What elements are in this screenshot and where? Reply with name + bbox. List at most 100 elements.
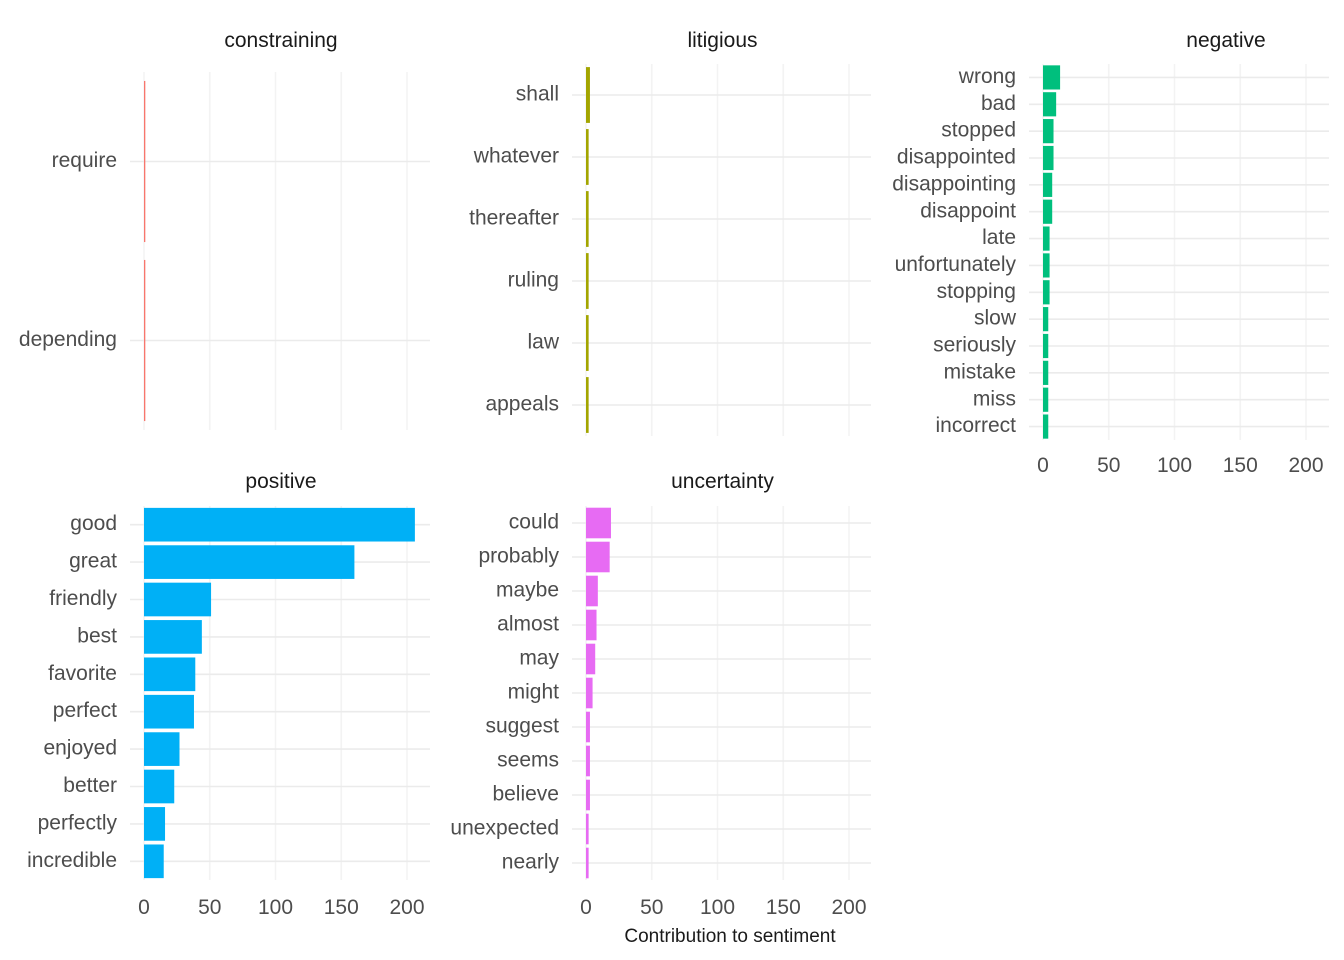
category-label-friendly: friendly bbox=[49, 587, 117, 610]
bar-litigious-ruling bbox=[586, 253, 589, 309]
x-tick-label: 50 bbox=[1097, 454, 1120, 477]
bar-litigious-shall bbox=[586, 67, 590, 123]
bar-litigious-whatever bbox=[586, 129, 589, 185]
facet-uncertainty: uncertainty could probably maybe almost may mi… bbox=[450, 470, 871, 919]
category-label-slow: slow bbox=[974, 307, 1017, 330]
category-label-incorrect: incorrect bbox=[935, 414, 1016, 437]
bar-positive-incredible bbox=[144, 844, 164, 879]
category-label-incredible: incredible bbox=[27, 849, 117, 872]
category-label-suggest: suggest bbox=[485, 715, 559, 738]
category-label-seems: seems bbox=[497, 749, 559, 772]
bar-positive-better bbox=[144, 769, 175, 804]
x-tick-label: 50 bbox=[198, 896, 221, 919]
category-label-maybe: maybe bbox=[496, 579, 559, 602]
category-label-perfectly: perfectly bbox=[38, 811, 118, 834]
bar-positive-great bbox=[144, 545, 355, 579]
x-tick-label: 200 bbox=[1288, 454, 1323, 477]
x-tick-label: 150 bbox=[1223, 454, 1258, 477]
category-label-favorite: favorite bbox=[48, 662, 117, 685]
category-label-better: better bbox=[63, 774, 117, 797]
facet-title-uncertainty: uncertainty bbox=[671, 470, 774, 493]
category-label-mistake: mistake bbox=[944, 360, 1016, 383]
bar-litigious-law bbox=[586, 315, 589, 371]
category-label-appeals: appeals bbox=[485, 393, 559, 416]
category-label-disappointed: disappointed bbox=[897, 146, 1016, 169]
bar-uncertainty-seems bbox=[586, 745, 590, 777]
x-tick-label: 150 bbox=[766, 896, 801, 919]
category-label-probably: probably bbox=[478, 545, 559, 568]
bar-negative-seriously bbox=[1043, 333, 1049, 359]
bar-positive-good bbox=[144, 507, 415, 542]
category-label-whatever: whatever bbox=[473, 145, 559, 168]
category-label-require: require bbox=[52, 149, 117, 172]
bar-positive-perfectly bbox=[144, 807, 166, 841]
x-tick-label: 100 bbox=[258, 896, 293, 919]
bar-constraining-depending bbox=[144, 259, 146, 422]
category-label-ruling: ruling bbox=[508, 269, 559, 292]
bar-uncertainty-probably bbox=[586, 541, 610, 573]
x-tick-label: 100 bbox=[700, 896, 735, 919]
x-tick-label: 0 bbox=[580, 896, 592, 919]
category-label-perfect: perfect bbox=[53, 699, 117, 722]
category-label-good: good bbox=[70, 512, 117, 535]
bar-negative-mistake bbox=[1043, 360, 1049, 385]
bar-uncertainty-almost bbox=[586, 609, 597, 641]
category-label-great: great bbox=[69, 550, 117, 573]
category-label-stopping: stopping bbox=[937, 280, 1016, 303]
bar-negative-disappointed bbox=[1043, 145, 1054, 171]
category-label-disappoint: disappoint bbox=[920, 199, 1016, 222]
bar-negative-miss bbox=[1043, 387, 1049, 412]
category-label-late: late bbox=[982, 226, 1016, 249]
category-label-shall: shall bbox=[516, 83, 559, 106]
bar-uncertainty-unexpected bbox=[586, 813, 589, 845]
bar-negative-disappointing bbox=[1043, 172, 1053, 197]
category-label-could: could bbox=[509, 511, 559, 534]
category-label-disappointing: disappointing bbox=[892, 172, 1016, 195]
category-label-wrong: wrong bbox=[958, 65, 1016, 88]
facet-constraining: constraining require depending bbox=[19, 29, 430, 430]
facet-title-negative: negative bbox=[1186, 29, 1265, 52]
category-label-seriously: seriously bbox=[933, 334, 1016, 357]
facets-layer: constraining require depending litigious sha… bbox=[19, 29, 1329, 919]
bar-uncertainty-might bbox=[586, 677, 593, 709]
x-tick-label: 0 bbox=[138, 896, 150, 919]
bar-uncertainty-nearly bbox=[586, 847, 589, 879]
category-label-believe: believe bbox=[492, 783, 559, 806]
bar-uncertainty-could bbox=[586, 507, 611, 539]
facet-title-constraining: constraining bbox=[224, 29, 337, 52]
bar-positive-favorite bbox=[144, 657, 196, 692]
category-label-enjoyed: enjoyed bbox=[43, 737, 117, 760]
x-tick-label: 100 bbox=[1157, 454, 1192, 477]
bar-positive-perfect bbox=[144, 694, 194, 729]
x-tick-label: 200 bbox=[389, 896, 424, 919]
bar-negative-wrong bbox=[1043, 65, 1061, 90]
category-label-thereafter: thereafter bbox=[469, 207, 559, 230]
category-label-miss: miss bbox=[973, 387, 1016, 410]
facet-positive: positive good great friendly best favorite per… bbox=[27, 470, 430, 919]
facet-title-positive: positive bbox=[245, 470, 316, 493]
x-tick-label: 50 bbox=[640, 896, 663, 919]
facet-litigious: litigious shall whatever thereafter ruling la… bbox=[469, 29, 871, 436]
x-tick-label: 150 bbox=[324, 896, 359, 919]
category-label-unfortunately: unfortunately bbox=[895, 253, 1017, 276]
bar-negative-stopped bbox=[1043, 119, 1054, 144]
x-tick-label: 0 bbox=[1037, 454, 1049, 477]
bar-negative-stopping bbox=[1043, 280, 1050, 305]
bar-litigious-appeals bbox=[586, 377, 589, 433]
facet-title-litigious: litigious bbox=[687, 29, 757, 52]
bar-litigious-thereafter bbox=[586, 191, 589, 247]
bar-negative-incorrect bbox=[1043, 414, 1049, 439]
bar-negative-disappoint bbox=[1043, 199, 1053, 224]
category-label-unexpected: unexpected bbox=[450, 817, 559, 840]
category-label-law: law bbox=[527, 331, 559, 354]
category-label-may: may bbox=[519, 647, 559, 670]
bar-uncertainty-believe bbox=[586, 779, 590, 811]
category-label-best: best bbox=[77, 624, 117, 647]
category-label-might: might bbox=[508, 681, 560, 704]
category-label-depending: depending bbox=[19, 328, 117, 351]
bar-negative-bad bbox=[1043, 92, 1057, 117]
bar-uncertainty-suggest bbox=[586, 711, 590, 743]
bar-positive-friendly bbox=[144, 582, 212, 617]
category-label-almost: almost bbox=[497, 613, 559, 636]
